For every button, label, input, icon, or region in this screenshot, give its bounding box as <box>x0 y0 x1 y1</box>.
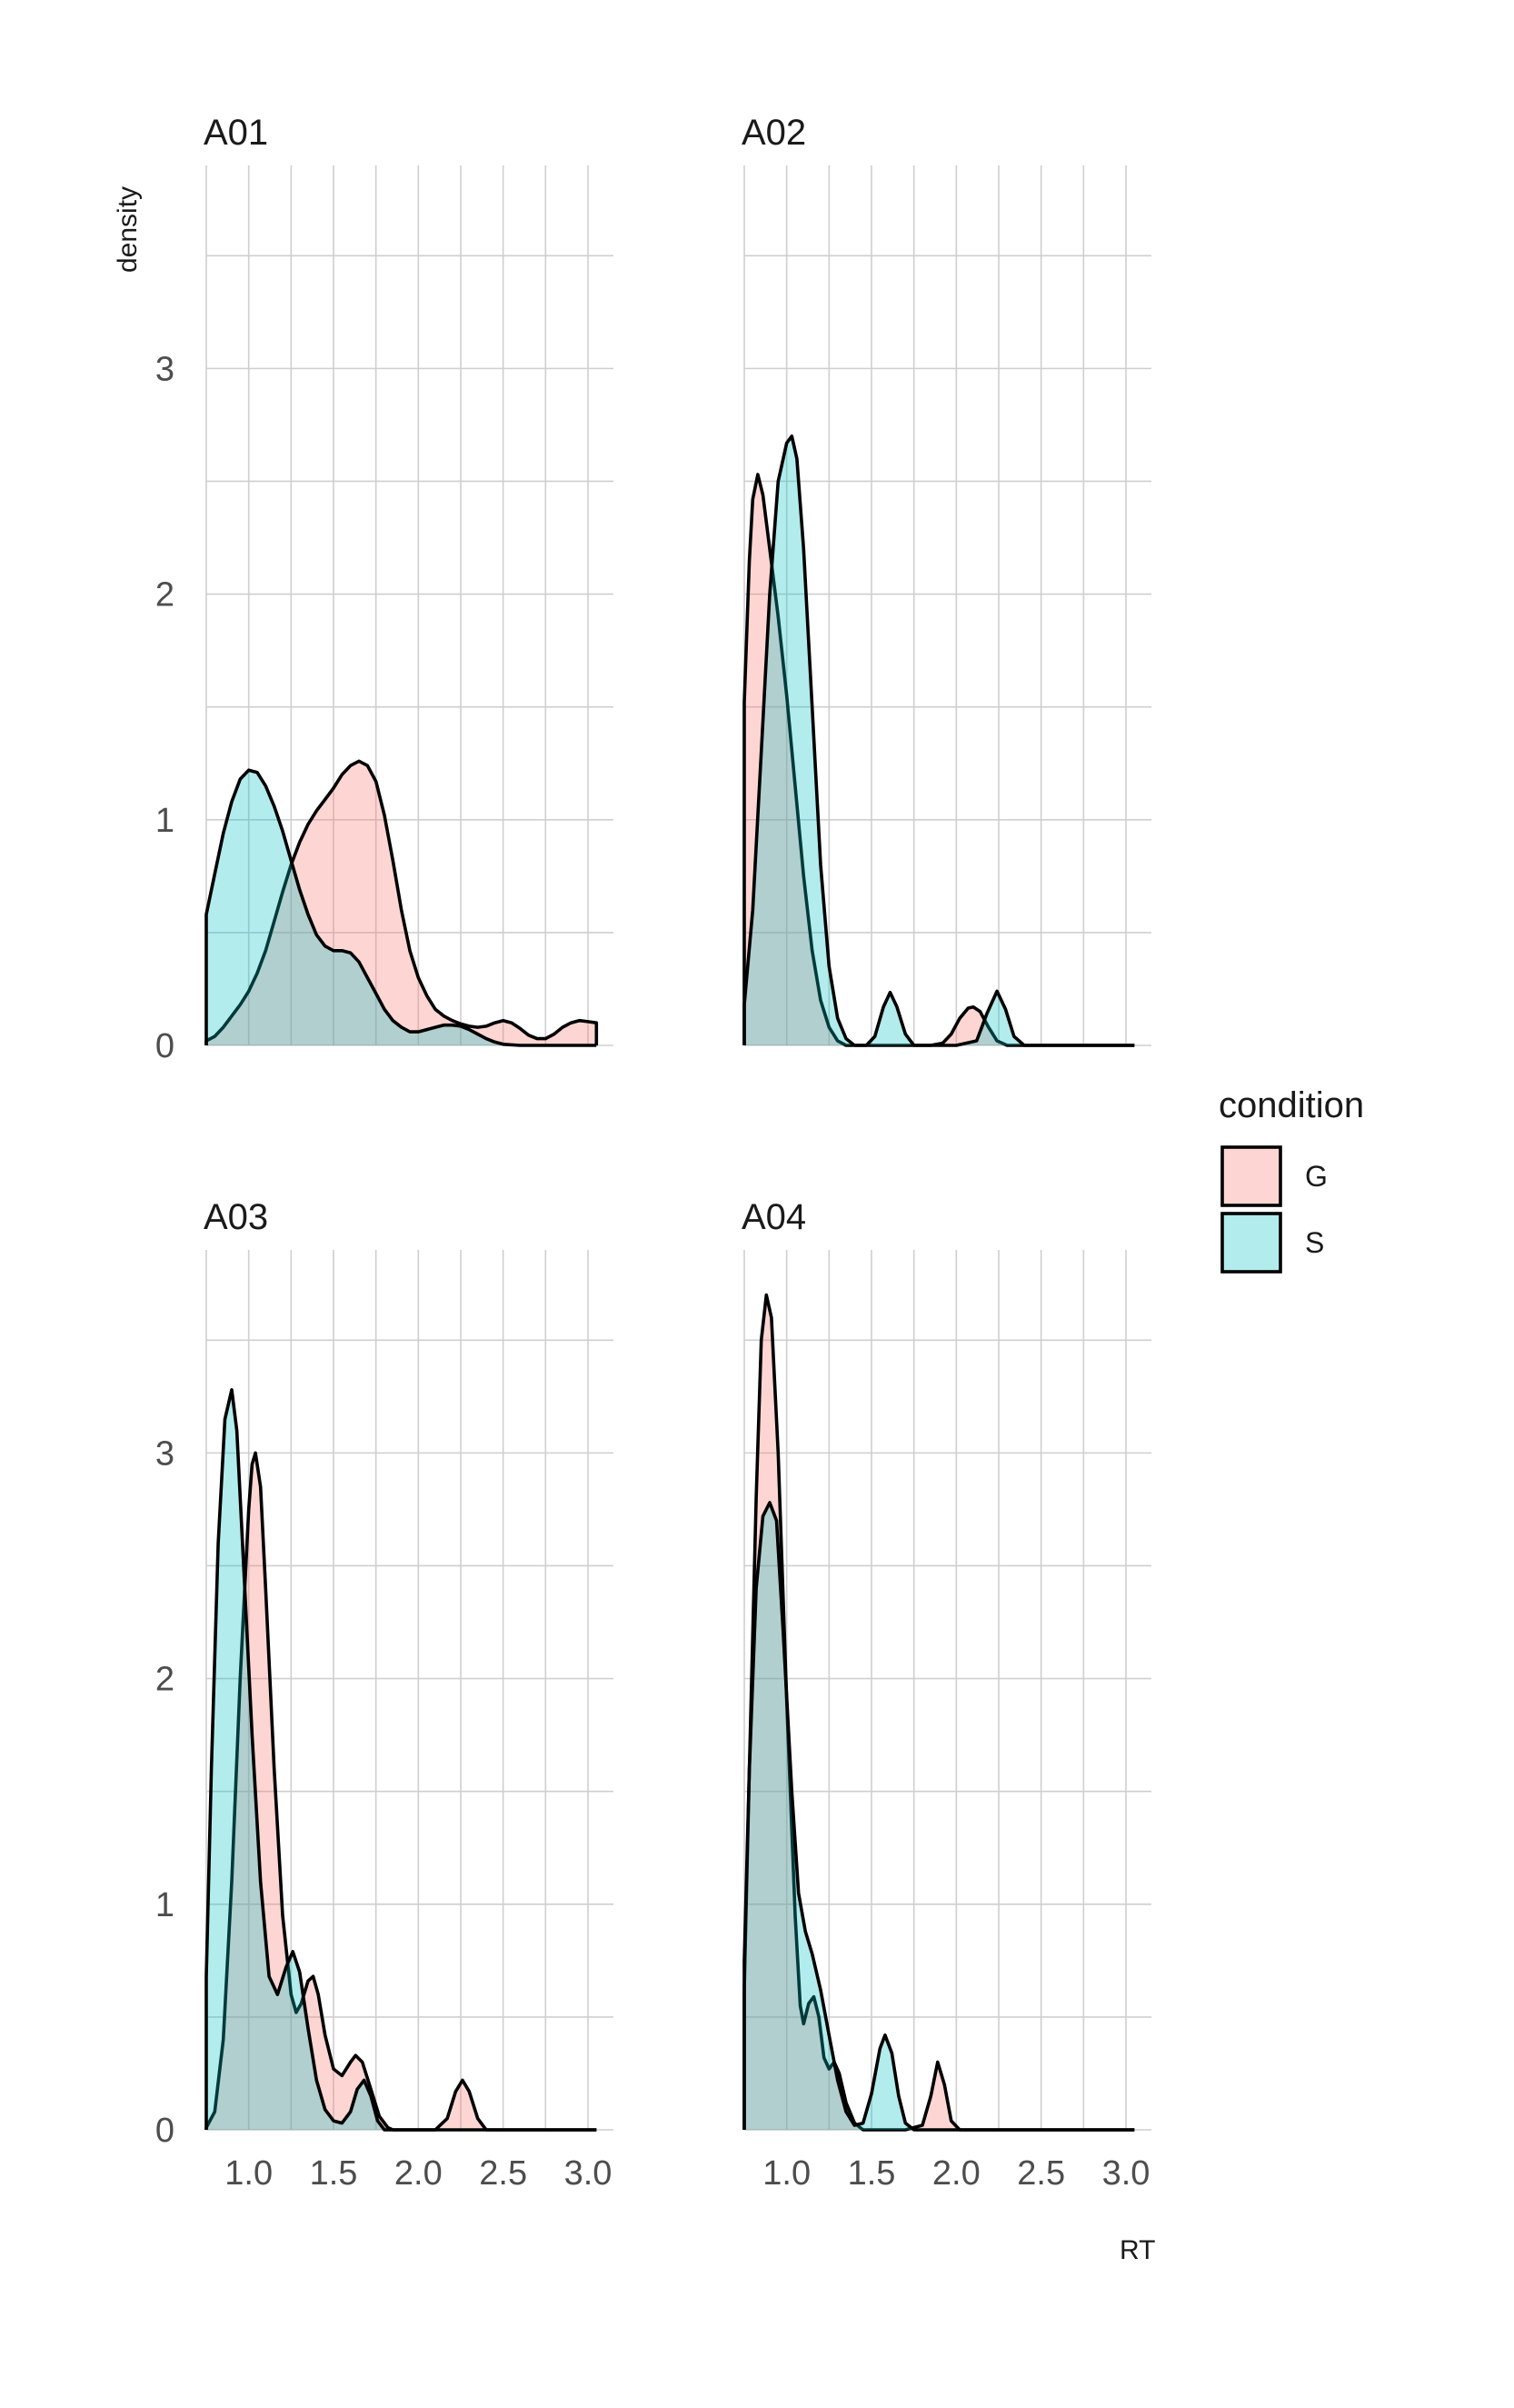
y-axis-title: density <box>113 186 143 273</box>
x-tick-label: 1.5 <box>848 2154 896 2193</box>
y-tick-label: 3 <box>155 1434 174 1473</box>
density-area-g <box>204 1451 597 2132</box>
density-area-s <box>742 1501 1135 2132</box>
x-tick-label: 1.5 <box>310 2154 358 2193</box>
panel-title: A02 <box>742 113 806 153</box>
panel-title: A01 <box>204 113 268 153</box>
x-tick-label: 2.0 <box>394 2154 443 2193</box>
legend: condition GS <box>1219 1085 1364 1274</box>
x-axis-title: RT <box>1120 2235 1155 2265</box>
y-tick-label: 1 <box>155 802 174 840</box>
legend-label: G <box>1305 1160 1328 1193</box>
density-area-g <box>742 1293 1135 2132</box>
panel-a01: A01 0 1 2 3 <box>155 113 613 1065</box>
x-tick-label: 2.5 <box>1017 2154 1065 2193</box>
density-area-s <box>204 768 597 1047</box>
x-tick-label: 2.5 <box>479 2154 527 2193</box>
panel-title: A04 <box>742 1197 806 1237</box>
x-axis-ticks: 1.0 1.5 2.0 2.5 3.0 1.0 1.5 2.0 2.5 3.0 <box>224 2154 1150 2193</box>
legend-key-g <box>1220 1145 1282 1207</box>
legend-title: condition <box>1219 1085 1364 1125</box>
y-tick-label: 2 <box>155 576 174 614</box>
panel-a02: A02 <box>742 113 1151 1047</box>
x-tick-label: 1.0 <box>224 2154 273 2193</box>
facet-panels: A01 0 1 2 3 A02 A03 0 1 2 3 A04 <box>155 113 1151 2150</box>
density-area-g <box>742 473 1135 1047</box>
y-tick-label: 0 <box>155 2112 174 2150</box>
y-tick-label: 2 <box>155 1661 174 1699</box>
y-tick-label: 1 <box>155 1886 174 1924</box>
x-tick-label: 3.0 <box>564 2154 613 2193</box>
density-area-s <box>742 435 1135 1047</box>
panel-title: A03 <box>204 1197 268 1237</box>
legend-label: S <box>1305 1226 1324 1259</box>
y-tick-label: 0 <box>155 1027 174 1065</box>
x-tick-label: 3.0 <box>1102 2154 1150 2193</box>
y-tick-label: 3 <box>155 350 174 388</box>
density-area-s <box>204 1388 597 2132</box>
x-tick-label: 2.0 <box>932 2154 981 2193</box>
panel-a04: A04 <box>742 1197 1151 2132</box>
panel-a03: A03 0 1 2 3 <box>155 1197 613 2150</box>
density-area-g <box>204 759 599 1045</box>
legend-key-s <box>1220 1212 1282 1274</box>
x-tick-label: 1.0 <box>762 2154 811 2193</box>
